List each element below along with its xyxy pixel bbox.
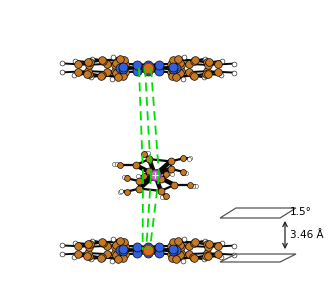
Text: 3.46 Å: 3.46 Å xyxy=(290,230,324,240)
Text: 1.5°: 1.5° xyxy=(290,207,312,217)
